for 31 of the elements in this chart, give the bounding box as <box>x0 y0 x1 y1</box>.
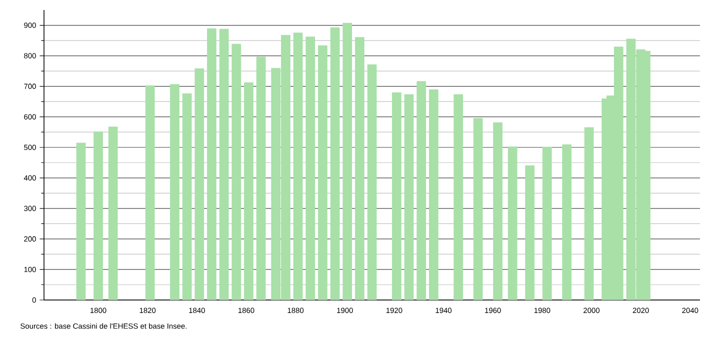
bar <box>145 85 155 300</box>
bar <box>428 89 438 300</box>
bar <box>367 64 377 300</box>
bar <box>493 122 502 300</box>
bar <box>454 94 464 300</box>
bar <box>392 92 402 300</box>
bar <box>584 127 594 300</box>
bar <box>219 28 229 300</box>
bar <box>244 82 254 300</box>
bar <box>525 165 535 300</box>
bar <box>318 45 328 300</box>
bar <box>256 56 266 300</box>
bar <box>542 146 552 300</box>
bar <box>342 22 352 300</box>
bar <box>508 146 518 300</box>
bar <box>194 68 204 300</box>
bar <box>416 81 426 300</box>
bar <box>404 94 414 300</box>
bar <box>182 93 192 300</box>
bar <box>76 142 86 300</box>
bar <box>562 144 572 300</box>
bar <box>293 32 303 300</box>
bar <box>354 37 364 300</box>
bar <box>330 27 340 300</box>
bar <box>170 84 180 300</box>
bar <box>306 36 316 300</box>
bar <box>108 126 118 300</box>
bar <box>207 28 216 300</box>
bar <box>232 44 242 300</box>
bar <box>473 118 483 300</box>
bar <box>94 132 103 300</box>
